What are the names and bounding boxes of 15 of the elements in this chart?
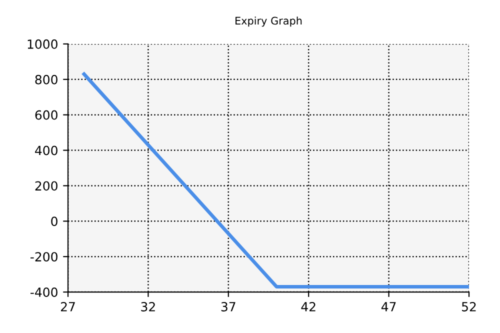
y-tick-label: 600 (35, 110, 58, 120)
y-tick-label: -400 (30, 288, 58, 297)
x-tick-label: 52 (462, 302, 476, 312)
y-tick-label: 1000 (28, 39, 58, 49)
y-tick-label: -200 (30, 252, 58, 262)
y-tick-label: 0 (51, 216, 58, 226)
chart-title: Expiry Graph (236, 16, 302, 27)
y-tick-label: 200 (35, 181, 58, 191)
x-tick-label: 47 (381, 302, 396, 312)
x-tick-label: 27 (60, 302, 75, 312)
x-tick-label: 37 (221, 302, 236, 312)
y-tick-label: 800 (35, 74, 58, 84)
x-tick-label: 42 (301, 302, 316, 312)
y-tick-label: 400 (35, 146, 58, 156)
x-tick-label: 32 (141, 302, 155, 312)
